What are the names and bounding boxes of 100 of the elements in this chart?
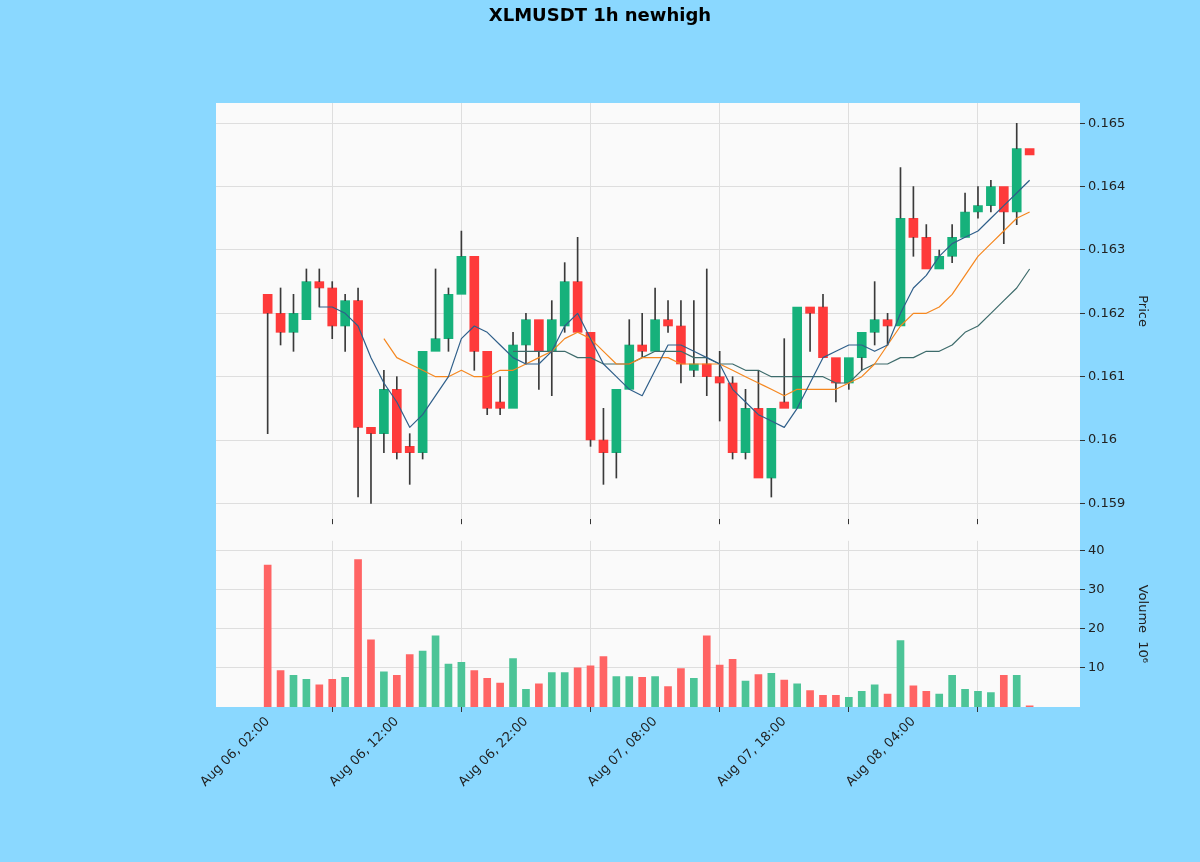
- candlestick: [508, 331, 518, 409]
- candlestick: [844, 357, 854, 390]
- y-tick-label: 40: [1088, 541, 1105, 557]
- y-tick-label: 0.165: [1088, 114, 1126, 130]
- bar: [380, 671, 388, 707]
- bar: [690, 678, 698, 707]
- candlestick: [546, 300, 557, 396]
- bar: [1012, 674, 1021, 707]
- bar: [354, 559, 362, 707]
- candlestick: [1011, 122, 1022, 225]
- candlestick: [624, 319, 635, 390]
- candlestick: [650, 287, 660, 352]
- bar: [444, 663, 453, 707]
- candlestick: [637, 312, 648, 358]
- bar: [263, 564, 272, 707]
- bar: [896, 640, 905, 707]
- bar: [922, 691, 931, 707]
- bar: [470, 670, 479, 707]
- bar: [638, 676, 647, 707]
- y-tick-label: 0.163: [1088, 241, 1126, 257]
- candlestick: [805, 306, 815, 352]
- bar: [832, 694, 840, 707]
- candlestick: [340, 293, 350, 352]
- candlestick: [818, 293, 828, 358]
- y-axis-title: Price: [1135, 295, 1151, 327]
- bar: [625, 676, 634, 707]
- candlestick: [960, 192, 970, 238]
- bar: [418, 650, 427, 707]
- candlestick: [831, 357, 841, 403]
- bar: [845, 696, 853, 707]
- bar: [819, 694, 827, 707]
- bar: [728, 658, 737, 707]
- candlestick: [934, 249, 945, 270]
- bar: [793, 683, 801, 707]
- candlestick: [714, 351, 725, 422]
- bar: [974, 691, 982, 707]
- bar: [547, 672, 556, 707]
- bar: [522, 689, 530, 707]
- candlestick: [379, 370, 389, 454]
- candlestick: [534, 319, 544, 390]
- y-tick-label: 0.164: [1088, 178, 1126, 193]
- candlestick: [947, 224, 957, 263]
- bar: [857, 691, 866, 707]
- y-tick-label: 10: [1088, 659, 1105, 675]
- bar: [405, 654, 414, 707]
- bar: [341, 676, 349, 707]
- bar: [276, 670, 285, 707]
- bar: [431, 635, 440, 707]
- candlestick: [559, 262, 570, 333]
- y-tick-label: 20: [1088, 620, 1105, 636]
- chart-title: XLMUSDT 1h newhigh: [487, 4, 713, 25]
- bar: [767, 673, 776, 707]
- bar: [599, 656, 608, 707]
- candlestick: [482, 351, 493, 416]
- bar: [961, 689, 969, 707]
- candlestick: [391, 376, 402, 460]
- bar: [677, 668, 685, 707]
- candlestick: [469, 255, 480, 371]
- bar: [612, 676, 621, 707]
- bar: [715, 664, 724, 707]
- bar: [664, 686, 672, 707]
- bar: [289, 674, 298, 707]
- candlestick: [792, 306, 802, 409]
- y-tick-label: 30: [1088, 581, 1105, 597]
- bar: [483, 678, 492, 707]
- bar: [741, 680, 750, 707]
- y-tick-label: 0.16: [1088, 431, 1117, 447]
- y-tick-label: 0.161: [1088, 368, 1126, 384]
- bar: [392, 674, 401, 707]
- bar: [883, 693, 892, 707]
- candlestick: [921, 224, 932, 270]
- bar: [586, 665, 595, 707]
- bar: [702, 635, 711, 707]
- bar: [509, 658, 517, 707]
- candlestick: [327, 281, 338, 339]
- candlestick: [998, 186, 1009, 244]
- bar: [948, 674, 956, 707]
- candlestick: [366, 427, 376, 504]
- candlestick: [986, 179, 996, 213]
- candlestick: [856, 331, 867, 371]
- bar: [806, 690, 814, 707]
- candlestick: [663, 300, 673, 333]
- bar: [999, 674, 1008, 707]
- bar: [987, 692, 995, 707]
- bar: [535, 683, 543, 707]
- candlestick: [353, 287, 363, 498]
- candlestick: [1024, 148, 1035, 156]
- candlestick: [701, 268, 712, 396]
- candlestick: [314, 268, 325, 308]
- bar: [496, 682, 504, 707]
- y-tick-label: 0.162: [1088, 304, 1126, 320]
- candlestick: [521, 312, 531, 365]
- bar: [651, 676, 659, 707]
- bar: [780, 679, 789, 707]
- bar: [367, 639, 375, 707]
- bar: [573, 667, 582, 707]
- y-tick-label: 0.159: [1088, 494, 1126, 510]
- bar: [560, 672, 569, 707]
- bar: [328, 678, 337, 707]
- candlestick: [973, 186, 983, 219]
